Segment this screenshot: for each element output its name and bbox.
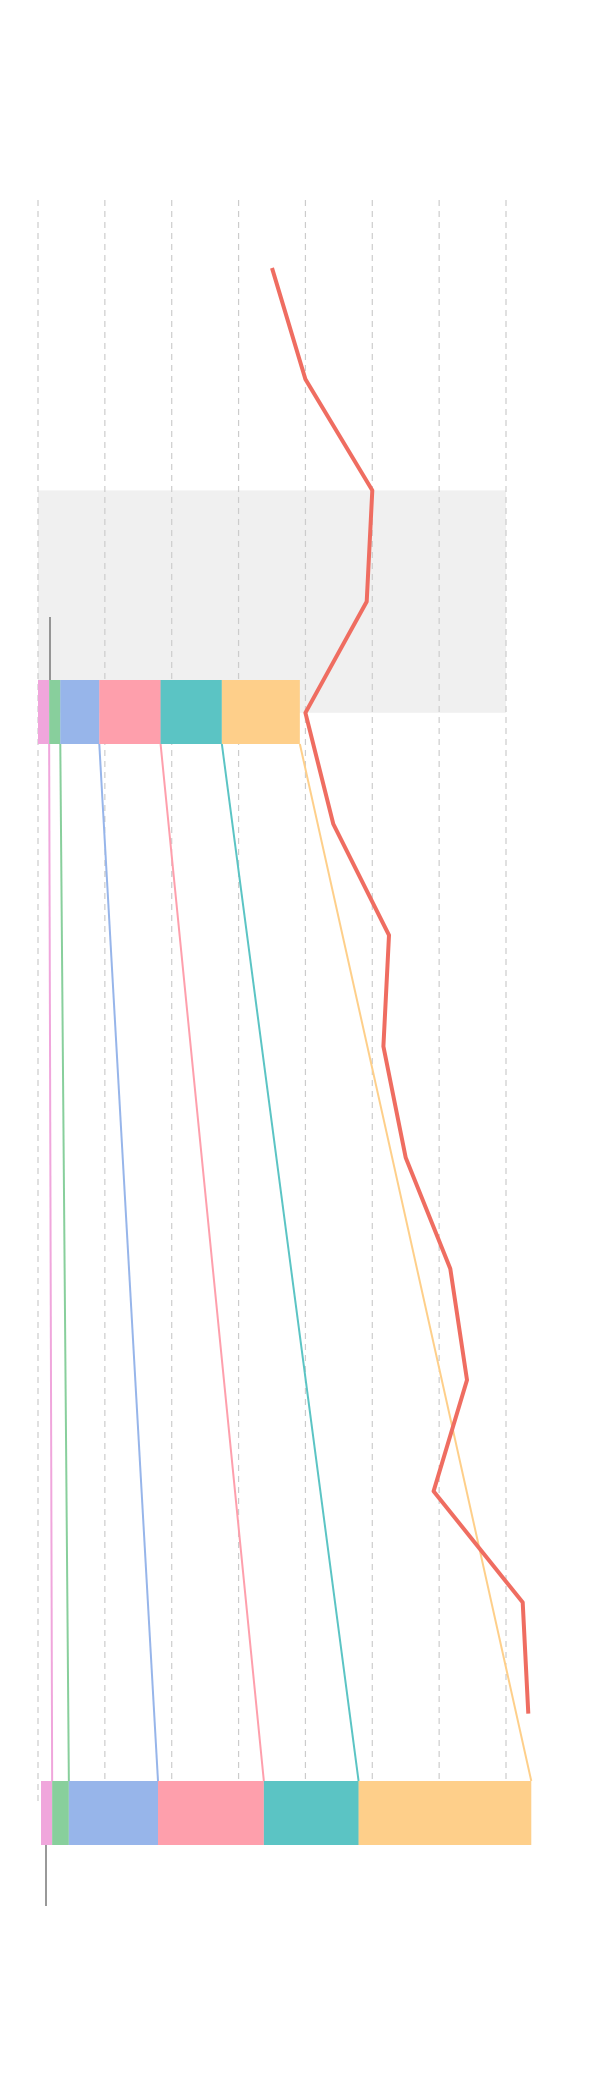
flow-line-5 bbox=[298, 743, 533, 1782]
flow-line-3 bbox=[159, 743, 265, 1782]
bar-2-segment-5 bbox=[263, 1781, 359, 1845]
bar-2-segment-1 bbox=[41, 1781, 53, 1845]
highlight-band-layer bbox=[38, 490, 506, 713]
flow-line-0 bbox=[48, 743, 54, 1782]
bar-1-segment-3 bbox=[60, 680, 100, 744]
bar-2-segment-4 bbox=[158, 1781, 264, 1845]
bar-2-segment-6 bbox=[358, 1781, 532, 1845]
bar-1-segment-5 bbox=[160, 680, 222, 744]
bar-2-segment-2 bbox=[52, 1781, 69, 1845]
bar-1-segment-6 bbox=[221, 680, 300, 744]
bar-1-segment-2 bbox=[49, 680, 61, 744]
axis-ticks bbox=[45, 617, 51, 1906]
flow-line-1 bbox=[59, 743, 70, 1782]
flow-line-2 bbox=[98, 743, 159, 1782]
gridlines bbox=[37, 200, 507, 1805]
trend-line-layer bbox=[270, 267, 531, 1714]
flow-line-4 bbox=[220, 743, 360, 1782]
bar-1-segment-1 bbox=[38, 680, 50, 744]
stacked-bars bbox=[38, 680, 532, 1845]
flow-lines bbox=[48, 743, 533, 1782]
bar-1-segment-4 bbox=[99, 680, 161, 744]
bar-2-segment-3 bbox=[68, 1781, 158, 1845]
trend-line bbox=[270, 267, 531, 1714]
highlight-band bbox=[38, 490, 506, 713]
